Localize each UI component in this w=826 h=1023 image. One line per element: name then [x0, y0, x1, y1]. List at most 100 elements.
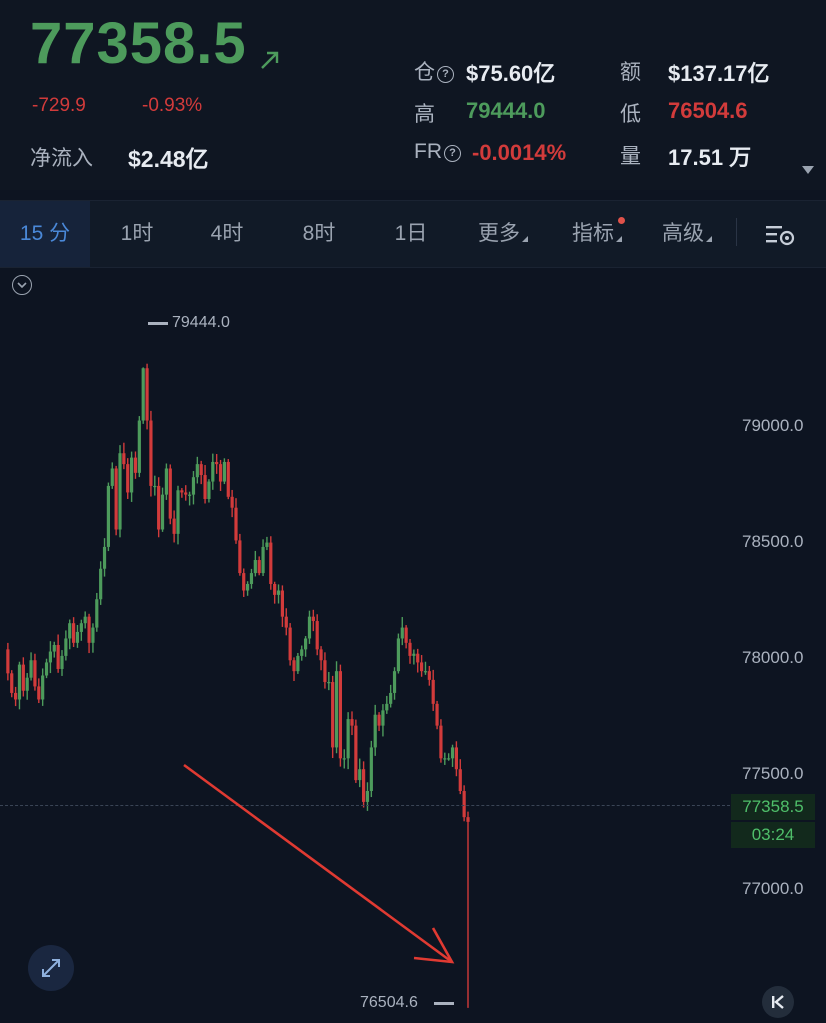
collapse-caret-icon[interactable]	[802, 166, 814, 174]
chart-settings-icon[interactable]	[764, 223, 796, 247]
tab-advanced[interactable]: 高级	[642, 201, 732, 267]
candle-body	[157, 485, 161, 530]
candle-body	[369, 747, 373, 792]
candle-body	[95, 599, 99, 628]
ticker-header: 77358.5 -729.9 -0.93% 净流入 $2.48亿 仓? $75.…	[0, 0, 826, 190]
y-tick-label: 78000.0	[742, 648, 804, 667]
candle-body	[168, 468, 172, 519]
candle-body	[230, 496, 234, 508]
candle-countdown-tag: 03:24	[731, 822, 815, 848]
candle-body	[37, 686, 41, 700]
tab-4h[interactable]: 4时	[182, 201, 272, 267]
tab-indicators[interactable]: 指标	[552, 201, 642, 267]
candle-body	[315, 621, 319, 650]
dropdown-corner-icon	[522, 236, 528, 242]
y-tick-label: 78500.0	[742, 532, 804, 551]
candle-body	[41, 675, 45, 700]
candle-body	[458, 769, 462, 792]
candle-body	[327, 682, 331, 684]
candle-body	[10, 673, 14, 693]
candle-body	[435, 703, 439, 726]
candle-body	[211, 461, 215, 482]
candle-body	[416, 653, 420, 663]
high-label: 高	[414, 103, 435, 126]
expand-button[interactable]	[28, 945, 74, 991]
candle-body	[64, 638, 68, 656]
candle-body	[265, 542, 269, 547]
candle-body	[118, 453, 122, 530]
candle-body	[184, 492, 188, 495]
change-absolute: -729.9	[32, 95, 86, 116]
funding-rate-label[interactable]: FR?	[414, 140, 461, 164]
tab-label: 15 分	[19, 222, 71, 245]
candle-body	[269, 542, 273, 584]
candle-body	[396, 638, 400, 672]
candle-body	[358, 769, 362, 781]
y-tick-label: 77500.0	[742, 764, 804, 783]
candle-body	[25, 677, 29, 691]
candle-body	[427, 671, 431, 680]
candle-body	[338, 671, 342, 759]
candle-body	[238, 540, 242, 574]
candle-body	[56, 645, 60, 669]
open-interest-label[interactable]: 仓?	[414, 56, 454, 86]
candle-body	[60, 655, 64, 669]
candle-body	[218, 464, 223, 482]
dropdown-corner-icon	[616, 236, 622, 242]
candle-body	[450, 747, 455, 759]
tab-1d[interactable]: 1日	[366, 201, 456, 267]
amount-value: $137.17亿	[668, 61, 770, 86]
candle-body	[145, 368, 149, 421]
tab-1h[interactable]: 1时	[92, 201, 182, 267]
tab-15m[interactable]: 15 分	[0, 201, 90, 267]
candle-body	[392, 671, 397, 693]
question-circle-icon[interactable]: ?	[444, 145, 461, 162]
dropdown-corner-icon	[706, 236, 712, 242]
candle-body	[222, 461, 226, 482]
tab-label: 1时	[120, 222, 154, 245]
candle-body	[381, 710, 385, 726]
arrow-up-right-icon	[261, 51, 279, 69]
candle-body	[447, 758, 451, 760]
candle-body	[365, 791, 370, 802]
candle-body	[102, 546, 107, 569]
candle-body	[126, 464, 130, 493]
tab-8h[interactable]: 8时	[274, 201, 364, 267]
candle-body	[153, 485, 157, 488]
candle-body	[160, 494, 165, 530]
chevron-down-circle-icon[interactable]	[12, 275, 32, 295]
change-percent: -0.93%	[142, 95, 203, 116]
candle-body	[29, 660, 33, 678]
candle-body	[122, 453, 126, 465]
candle-body	[284, 616, 288, 628]
candle-body	[180, 490, 184, 493]
candle-body	[110, 468, 114, 486]
candle-body	[319, 649, 323, 661]
candle-body	[52, 645, 56, 652]
scroll-to-latest-button[interactable]	[762, 986, 794, 1018]
candle-body	[323, 660, 327, 683]
candle-body	[203, 475, 207, 499]
candle-body	[304, 638, 308, 650]
candle-body	[296, 655, 300, 672]
tab-more[interactable]: 更多	[458, 201, 548, 267]
candle-body	[234, 507, 238, 541]
candle-body	[17, 664, 22, 700]
candle-body	[141, 368, 145, 421]
candle-body	[99, 568, 103, 600]
candle-body	[75, 631, 80, 643]
candle-body	[14, 692, 18, 700]
candle-body	[106, 485, 110, 547]
candle-body	[373, 714, 377, 748]
candle-body	[280, 590, 284, 617]
candle-body	[249, 573, 254, 584]
high-marker-tick	[148, 322, 168, 325]
candle-body	[176, 490, 180, 534]
y-tick-label: 77000.0	[742, 879, 804, 898]
question-circle-icon[interactable]: ?	[437, 66, 454, 83]
candle-body	[33, 660, 37, 687]
y-tick-label: 79000.0	[742, 416, 804, 435]
candle-body	[207, 481, 211, 499]
candle-body	[188, 494, 192, 496]
